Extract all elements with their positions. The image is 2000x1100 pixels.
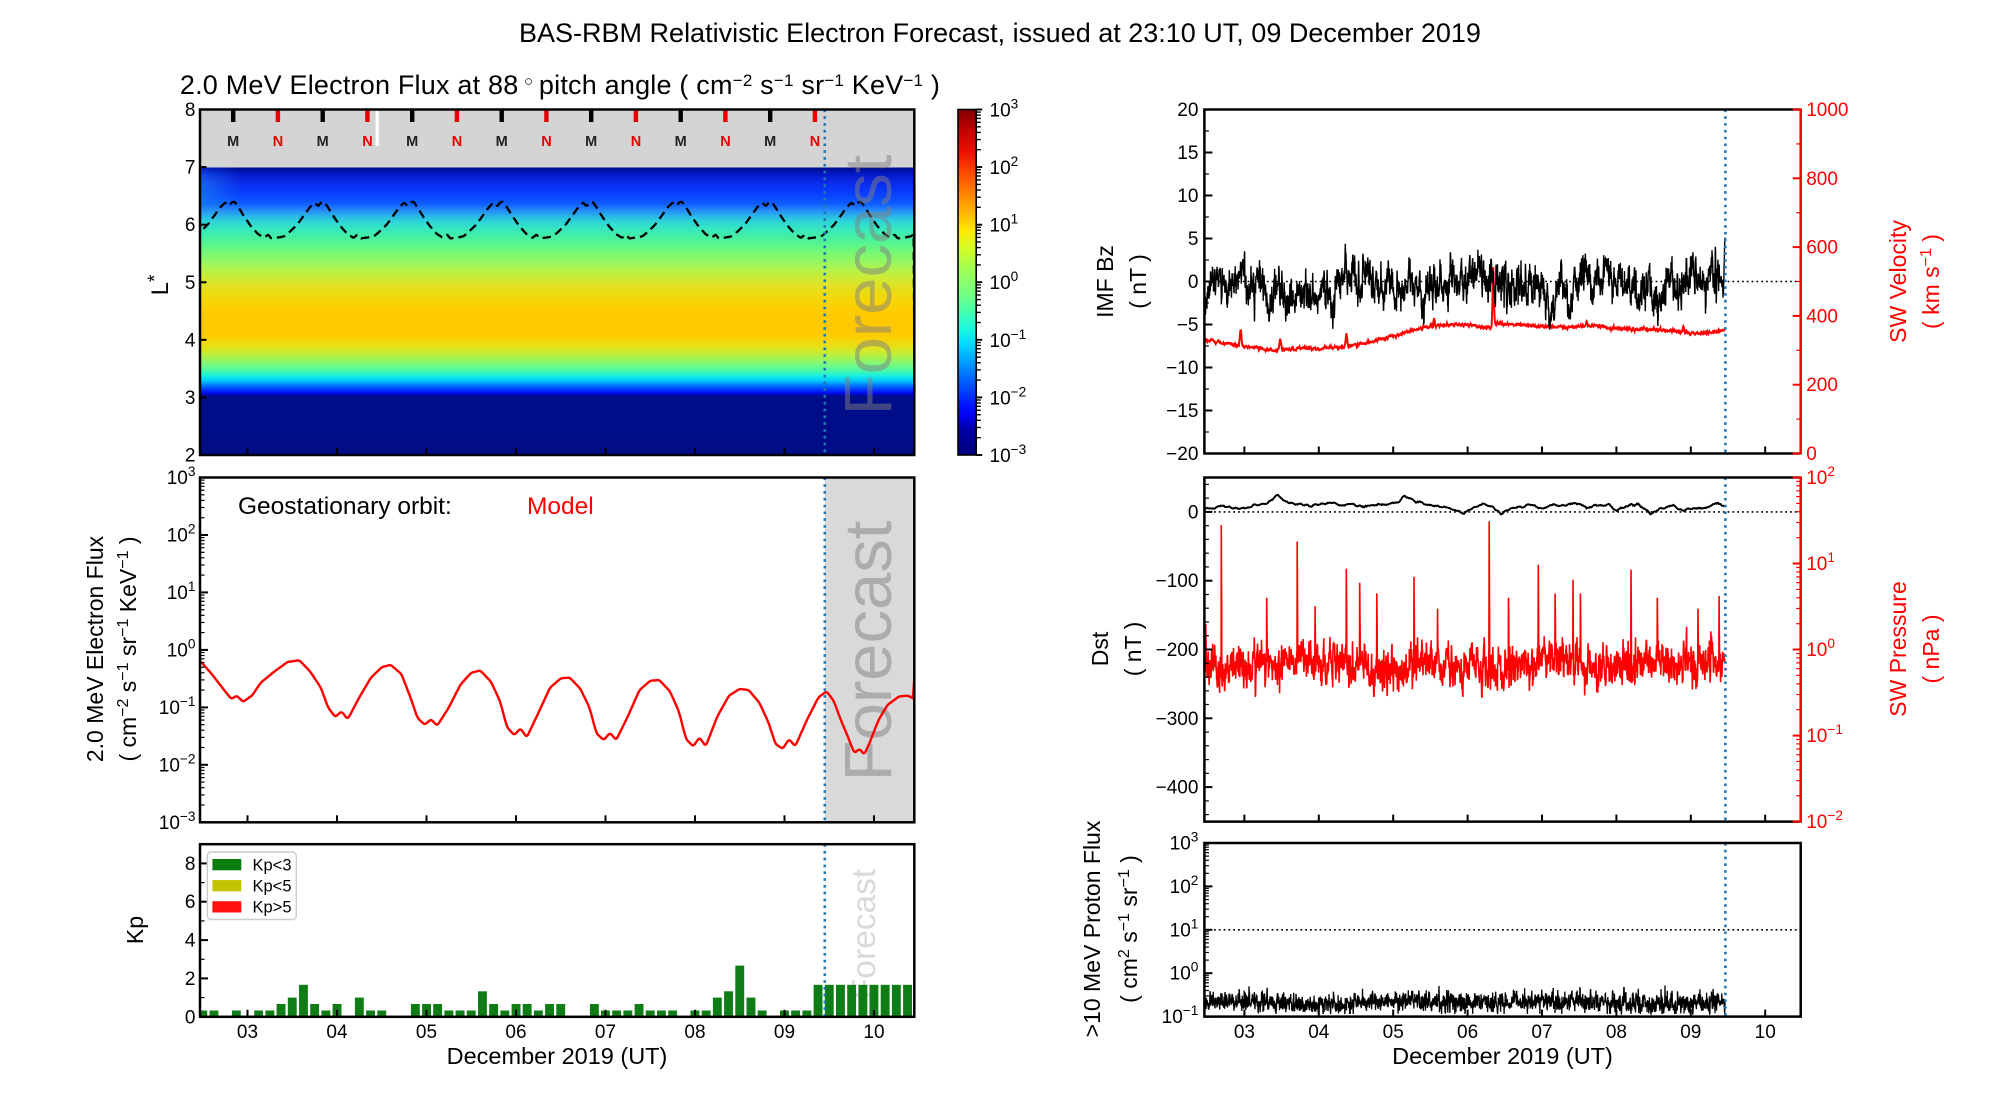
svg-text:0: 0: [1188, 502, 1199, 523]
svg-text:07: 07: [1531, 1022, 1552, 1043]
svg-text:N: N: [362, 134, 372, 150]
svg-text:06: 06: [1457, 1022, 1478, 1043]
svg-text:−100: −100: [1156, 571, 1199, 592]
svg-text:SW Pressure: SW Pressure: [1885, 581, 1911, 716]
svg-text:Kp<3: Kp<3: [253, 856, 292, 874]
svg-text:0: 0: [185, 1007, 196, 1028]
svg-text:400: 400: [1806, 306, 1838, 327]
svg-text:( nT ): ( nT ): [1125, 254, 1151, 309]
svg-text:Kp>5: Kp>5: [253, 899, 292, 917]
svg-text:05: 05: [1383, 1022, 1404, 1043]
svg-text:600: 600: [1806, 238, 1838, 259]
svg-text:10−1: 10−1: [159, 694, 196, 719]
svg-text:10: 10: [1755, 1022, 1776, 1043]
svg-text:200: 200: [1806, 375, 1838, 396]
svg-text:7: 7: [185, 158, 196, 179]
svg-text:10: 10: [1177, 186, 1198, 207]
svg-text:8: 8: [185, 854, 196, 875]
svg-text:M: M: [227, 134, 239, 150]
svg-text:−15: −15: [1166, 401, 1198, 422]
svg-text:Geostationary orbit:: Geostationary orbit:: [238, 493, 452, 520]
svg-text:N: N: [452, 134, 462, 150]
svg-text:Forecast: Forecast: [846, 868, 883, 999]
svg-text:6: 6: [185, 892, 196, 913]
svg-text:09: 09: [1680, 1022, 1701, 1043]
svg-text:2.0 MeV Electron Flux at 88 ○: 2.0 MeV Electron Flux at 88 ○ pitch angl…: [180, 70, 940, 100]
svg-text:5: 5: [1188, 229, 1199, 250]
svg-text:Dst: Dst: [1087, 631, 1113, 666]
svg-text:800: 800: [1806, 169, 1838, 190]
svg-text:( nPa ): ( nPa ): [1918, 614, 1944, 683]
svg-text:3: 3: [185, 388, 196, 409]
svg-text:20: 20: [1177, 100, 1198, 121]
svg-text:−5: −5: [1177, 315, 1199, 336]
svg-text:2: 2: [185, 446, 196, 467]
svg-text:1000: 1000: [1806, 100, 1848, 121]
svg-text:09: 09: [774, 1022, 795, 1043]
svg-text:N: N: [631, 134, 641, 150]
svg-text:Forecast: Forecast: [831, 154, 906, 415]
svg-text:08: 08: [684, 1022, 705, 1043]
svg-text:Kp<5: Kp<5: [253, 877, 292, 895]
svg-text:December 2019 (UT): December 2019 (UT): [1392, 1043, 1613, 1069]
svg-text:2.0 MeV Electron Flux: 2.0 MeV Electron Flux: [82, 535, 108, 762]
svg-text:−10: −10: [1166, 358, 1198, 379]
svg-text:10−1: 10−1: [1806, 722, 1843, 747]
svg-text:10: 10: [863, 1022, 884, 1043]
svg-text:6: 6: [185, 215, 196, 236]
svg-text:M: M: [764, 134, 776, 150]
svg-text:4: 4: [185, 931, 196, 952]
svg-text:−400: −400: [1156, 778, 1199, 799]
svg-text:BAS-RBM Relativistic Electron: BAS-RBM Relativistic Electron Forecast, …: [519, 18, 1481, 48]
svg-text:06: 06: [505, 1022, 526, 1043]
svg-text:M: M: [675, 134, 687, 150]
svg-text:15: 15: [1177, 143, 1198, 164]
svg-text:( cm−2 s−1 sr−1 KeV−1 ): ( cm−2 s−1 sr−1 KeV−1 ): [115, 536, 141, 761]
svg-text:−20: −20: [1166, 444, 1198, 465]
svg-text:N: N: [541, 134, 551, 150]
svg-text:0: 0: [1806, 444, 1817, 465]
svg-text:10−2: 10−2: [159, 751, 196, 776]
svg-text:−300: −300: [1156, 709, 1199, 730]
svg-text:05: 05: [416, 1022, 437, 1043]
svg-text:Forecast: Forecast: [831, 520, 906, 781]
svg-text:M: M: [585, 134, 597, 150]
svg-text:5: 5: [185, 273, 196, 294]
svg-text:Model: Model: [527, 493, 594, 520]
svg-text:( km s−1 ): ( km s−1 ): [1918, 234, 1944, 329]
svg-text:IMF Bz: IMF Bz: [1092, 245, 1118, 318]
svg-text:07: 07: [595, 1022, 616, 1043]
svg-text:03: 03: [237, 1022, 258, 1043]
svg-text:0: 0: [1188, 272, 1199, 293]
svg-text:04: 04: [326, 1022, 348, 1043]
svg-text:−200: −200: [1156, 640, 1199, 661]
svg-text:M: M: [406, 134, 418, 150]
svg-text:04: 04: [1308, 1022, 1330, 1043]
svg-text:December 2019 (UT): December 2019 (UT): [447, 1043, 668, 1069]
svg-text:Kp: Kp: [122, 916, 148, 944]
svg-text:M: M: [496, 134, 508, 150]
svg-text:N: N: [273, 134, 283, 150]
svg-text:2: 2: [185, 969, 196, 990]
svg-text:>10 MeV Proton Flux: >10 MeV Proton Flux: [1079, 820, 1105, 1037]
svg-text:101: 101: [1170, 916, 1199, 941]
svg-text:08: 08: [1606, 1022, 1627, 1043]
svg-text:03: 03: [1234, 1022, 1255, 1043]
svg-text:4: 4: [185, 330, 196, 351]
svg-text:N: N: [810, 134, 820, 150]
svg-text:( nT ): ( nT ): [1120, 622, 1146, 677]
svg-text:8: 8: [185, 100, 196, 121]
svg-text:M: M: [317, 134, 329, 150]
svg-text:N: N: [720, 134, 730, 150]
svg-text:SW Velocity: SW Velocity: [1885, 220, 1911, 343]
